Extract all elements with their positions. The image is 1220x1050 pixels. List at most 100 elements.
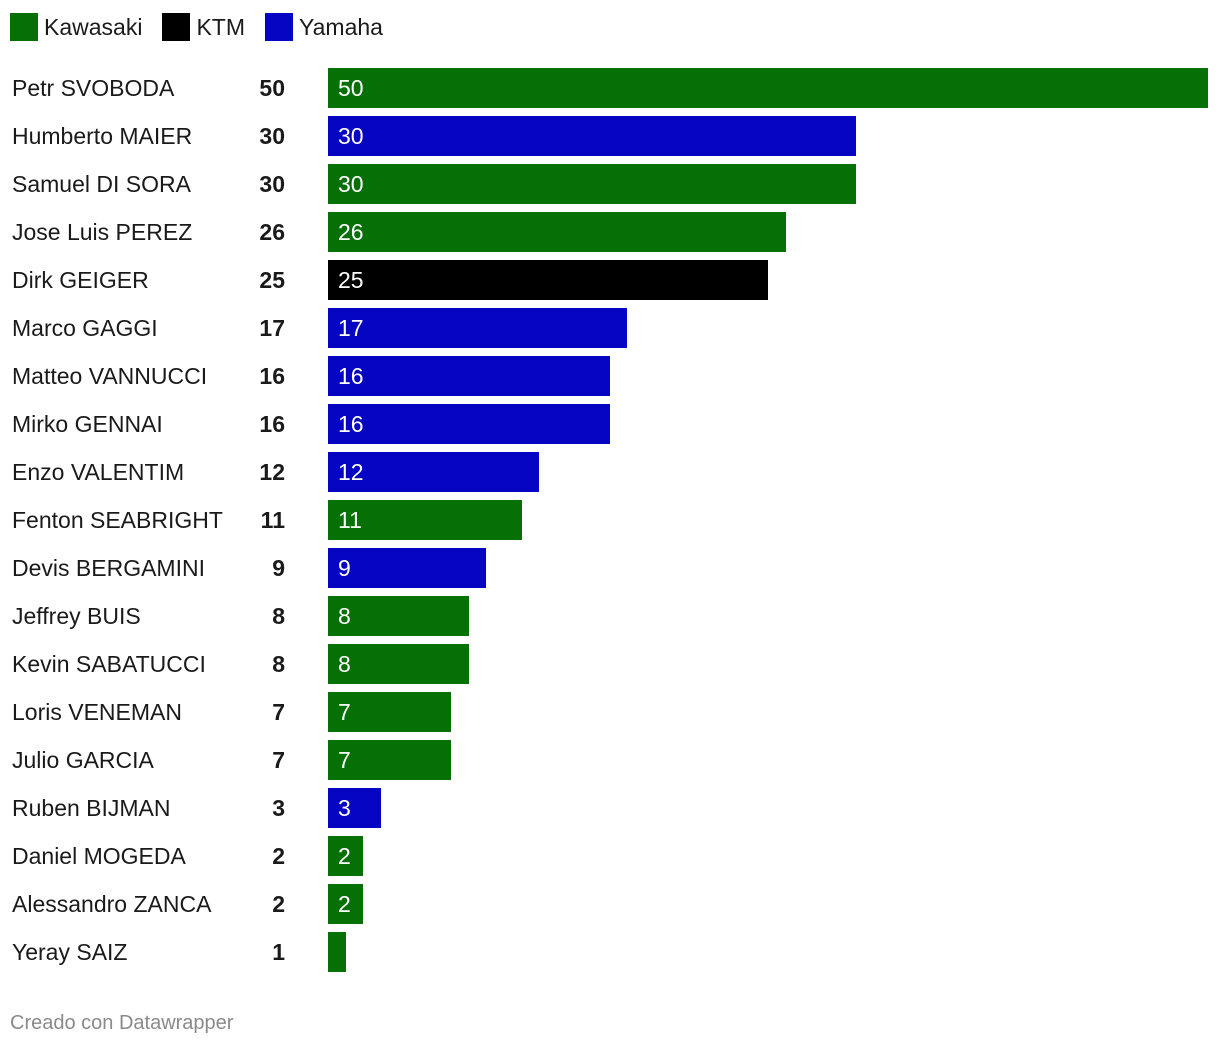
points-value: 17 — [259, 315, 285, 341]
category-label: Alessandro ZANCA — [12, 891, 212, 917]
chart-legend: Kawasaki KTM Yamaha — [10, 12, 403, 42]
bar — [328, 740, 452, 780]
points-value: 7 — [272, 747, 285, 773]
bar-data-label: 25 — [338, 267, 364, 293]
bar-data-label: 2 — [338, 891, 351, 917]
bar-data-label: 26 — [338, 219, 364, 245]
bar-row: Mirko GENNAI 16 16 — [0, 404, 1220, 444]
points-value: 8 — [272, 603, 285, 629]
bar-row: Humberto MAIER 30 30 — [0, 116, 1220, 156]
bar — [328, 116, 856, 156]
bar-row: Kevin SABATUCCI 8 8 — [0, 644, 1220, 684]
bar-row: Devis BERGAMINI 9 9 — [0, 548, 1220, 588]
legend-label: Kawasaki — [44, 14, 143, 40]
bar — [328, 308, 628, 348]
bar — [328, 884, 364, 924]
category-label: Jeffrey BUIS — [12, 603, 141, 629]
bar-row: Fenton SEABRIGHT 11 11 — [0, 500, 1220, 540]
category-label: Devis BERGAMINI — [12, 555, 205, 581]
bar — [328, 788, 381, 828]
bar-data-label: 50 — [338, 75, 364, 101]
legend-item-ktm: KTM — [162, 13, 245, 41]
category-label: Julio GARCIA — [12, 747, 154, 773]
points-value: 3 — [272, 795, 285, 821]
bar-data-label: 30 — [338, 123, 364, 149]
bar-data-label: 7 — [338, 699, 351, 725]
bar-data-label: 16 — [338, 363, 364, 389]
legend-label: KTM — [196, 14, 245, 40]
bar-data-label: 3 — [338, 795, 351, 821]
legend-item-kawasaki: Kawasaki — [10, 13, 142, 41]
bar-row: Jeffrey BUIS 8 8 — [0, 596, 1220, 636]
bar — [328, 404, 610, 444]
category-label: Fenton SEABRIGHT — [12, 507, 223, 533]
bar — [328, 548, 487, 588]
bar-row: Samuel DI SORA 30 30 — [0, 164, 1220, 204]
bar — [328, 212, 786, 252]
bar-row: Enzo VALENTIM 12 12 — [0, 452, 1220, 492]
bar — [328, 596, 469, 636]
points-value: 8 — [272, 651, 285, 677]
bar — [328, 164, 856, 204]
bar-data-label: 2 — [338, 843, 351, 869]
legend-label: Yamaha — [299, 14, 383, 40]
bar-row: Ruben BIJMAN 3 3 — [0, 788, 1220, 828]
bar-row: Petr SVOBODA 50 50 — [0, 68, 1220, 108]
bar — [328, 932, 346, 972]
points-value: 7 — [272, 699, 285, 725]
bar-row: Matteo VANNUCCI 16 16 — [0, 356, 1220, 396]
bar-data-label: 12 — [338, 459, 364, 485]
legend-swatch — [265, 13, 293, 41]
bar — [328, 68, 1208, 108]
category-label: Marco GAGGI — [12, 315, 158, 341]
points-value: 16 — [259, 411, 285, 437]
bar-row: Loris VENEMAN 7 7 — [0, 692, 1220, 732]
bar-data-label: 8 — [338, 651, 351, 677]
category-label: Enzo VALENTIM — [12, 459, 185, 485]
points-value: 30 — [259, 123, 285, 149]
category-label: Jose Luis PEREZ — [12, 219, 193, 245]
bar-data-label: 7 — [338, 747, 351, 773]
points-value: 30 — [259, 171, 285, 197]
points-value: 25 — [259, 267, 285, 293]
category-label: Matteo VANNUCCI — [12, 363, 208, 389]
bar-row: Daniel MOGEDA 2 2 — [0, 836, 1220, 876]
bar — [328, 260, 768, 300]
bar-chart: Petr SVOBODA 50 50 Humberto MAIER 30 30 Samuel… — [0, 68, 1220, 972]
bar-row: Jose Luis PEREZ 26 26 — [0, 212, 1220, 252]
points-value: 16 — [259, 363, 285, 389]
bar-row: Yeray SAIZ 1 — [0, 932, 1220, 972]
bar — [328, 836, 364, 876]
bar-data-label: 30 — [338, 171, 364, 197]
bar-row: Dirk GEIGER 25 25 — [0, 260, 1220, 300]
bar-row: Marco GAGGI 17 17 — [0, 308, 1220, 348]
points-value: 2 — [272, 891, 285, 917]
legend-swatch — [162, 13, 191, 41]
category-label: Ruben BIJMAN — [12, 795, 171, 821]
category-label: Daniel MOGEDA — [12, 843, 186, 869]
bar-data-label: 16 — [338, 411, 364, 437]
bar-data-label: 8 — [338, 603, 351, 629]
bar — [328, 356, 610, 396]
credit-text: Creado con Datawrapper — [10, 1012, 234, 1034]
category-label: Loris VENEMAN — [12, 699, 182, 725]
points-value: 2 — [272, 843, 285, 869]
category-label: Humberto MAIER — [12, 123, 193, 149]
points-value: 1 — [272, 939, 285, 965]
points-value: 12 — [259, 459, 285, 485]
category-label: Petr SVOBODA — [12, 75, 175, 101]
legend-item-yamaha: Yamaha — [265, 13, 383, 41]
category-label: Samuel DI SORA — [12, 171, 191, 197]
bar-data-label: 9 — [338, 555, 351, 581]
category-label: Kevin SABATUCCI — [12, 651, 206, 677]
bar-row: Alessandro ZANCA 2 2 — [0, 884, 1220, 924]
bar-row: Julio GARCIA 7 7 — [0, 740, 1220, 780]
bar — [328, 692, 452, 732]
legend-swatch — [10, 13, 38, 41]
bar — [328, 500, 522, 540]
bar — [328, 452, 540, 492]
bar — [328, 644, 469, 684]
bar-data-label: 11 — [338, 507, 362, 533]
points-value: 50 — [259, 75, 285, 101]
bar-data-label: 17 — [338, 315, 364, 341]
